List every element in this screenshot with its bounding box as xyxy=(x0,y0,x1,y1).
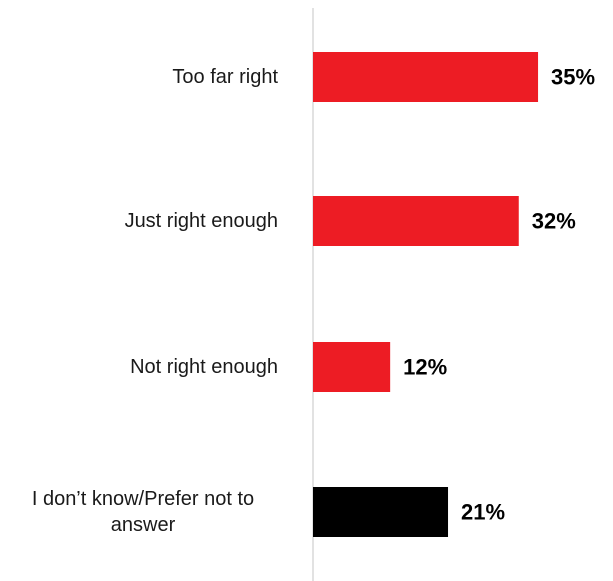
bar-2 xyxy=(313,196,519,246)
category-label-1: Too far right xyxy=(172,66,278,88)
value-label-4: 21% xyxy=(461,500,505,525)
value-label-1: 35% xyxy=(551,65,595,90)
category-label-line: answer xyxy=(111,514,176,536)
category-label-3: Not right enough xyxy=(130,356,278,378)
bar-4 xyxy=(313,487,449,537)
labels-group: 35% Too far right 32% Just right enough 12% N… xyxy=(32,65,595,537)
category-label-4: I don’t know/Prefer not to answer xyxy=(32,488,254,536)
bar-1 xyxy=(313,52,539,102)
bar-3 xyxy=(313,342,391,392)
category-label-2: Just right enough xyxy=(125,210,278,232)
category-label-line: Too far right xyxy=(172,66,278,88)
value-label-3: 12% xyxy=(403,355,447,380)
bars-group xyxy=(313,52,539,537)
value-label-2: 32% xyxy=(532,209,576,234)
category-label-line: Just right enough xyxy=(125,210,278,232)
category-label-line: Not right enough xyxy=(130,356,278,378)
category-label-line: I don’t know/Prefer not to xyxy=(32,488,254,510)
